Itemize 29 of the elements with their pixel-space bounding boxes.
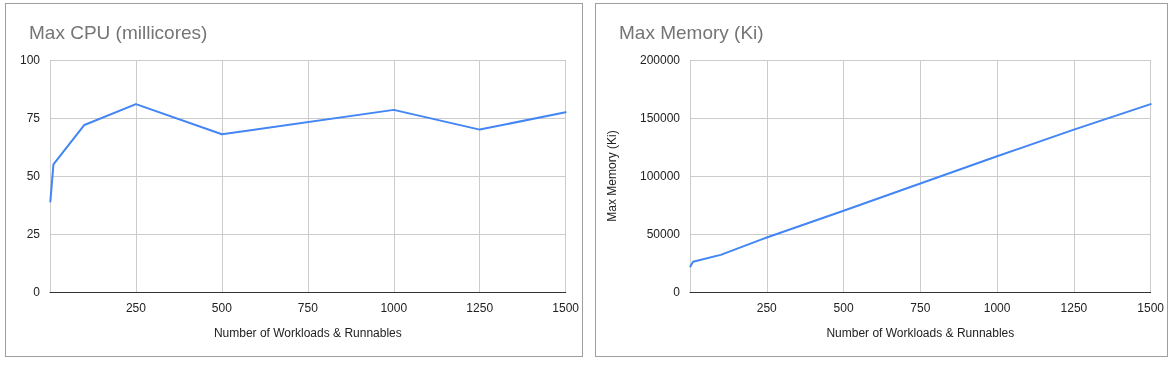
x-tick-label: 1250 xyxy=(1060,301,1088,315)
y-tick-label: 50000 xyxy=(646,227,681,241)
x-tick-label: 500 xyxy=(833,301,854,315)
x-tick-label: 750 xyxy=(297,301,319,315)
x-tick-label: 250 xyxy=(756,301,778,315)
x-axis-title: Number of Workloads & Runnables xyxy=(213,326,402,340)
x-tick-label: 1500 xyxy=(1137,301,1165,315)
x-tick-label: 500 xyxy=(211,301,233,315)
chart-title: Max CPU (millicores) xyxy=(29,22,208,43)
x-tick-label: 1500 xyxy=(552,301,580,315)
x-axis-title: Number of Workloads & Runnables xyxy=(826,326,1015,340)
y-tick-label: 50 xyxy=(26,169,41,183)
y-tick-label: 100000 xyxy=(639,169,681,183)
x-tick-label: 1000 xyxy=(380,301,408,315)
x-tick-label: 1250 xyxy=(466,301,494,315)
x-tick-label: 250 xyxy=(125,301,147,315)
line-series xyxy=(49,103,567,203)
y-tick-label: 150000 xyxy=(639,111,681,125)
y-tick-label: 0 xyxy=(673,285,681,299)
x-tick-label: 750 xyxy=(910,301,931,315)
y-tick-label: 0 xyxy=(33,285,41,299)
y-tick-label: 75 xyxy=(26,111,41,125)
x-tick-label: 1000 xyxy=(983,301,1011,315)
line-series xyxy=(689,103,1152,268)
y-tick-label: 25 xyxy=(26,227,41,241)
y-tick-label: 200000 xyxy=(639,53,681,67)
y-tick-label: 100 xyxy=(19,53,41,67)
chart-title: Max Memory (Ki) xyxy=(619,22,764,43)
y-axis-title: Max Memory (Ki) xyxy=(605,130,619,222)
